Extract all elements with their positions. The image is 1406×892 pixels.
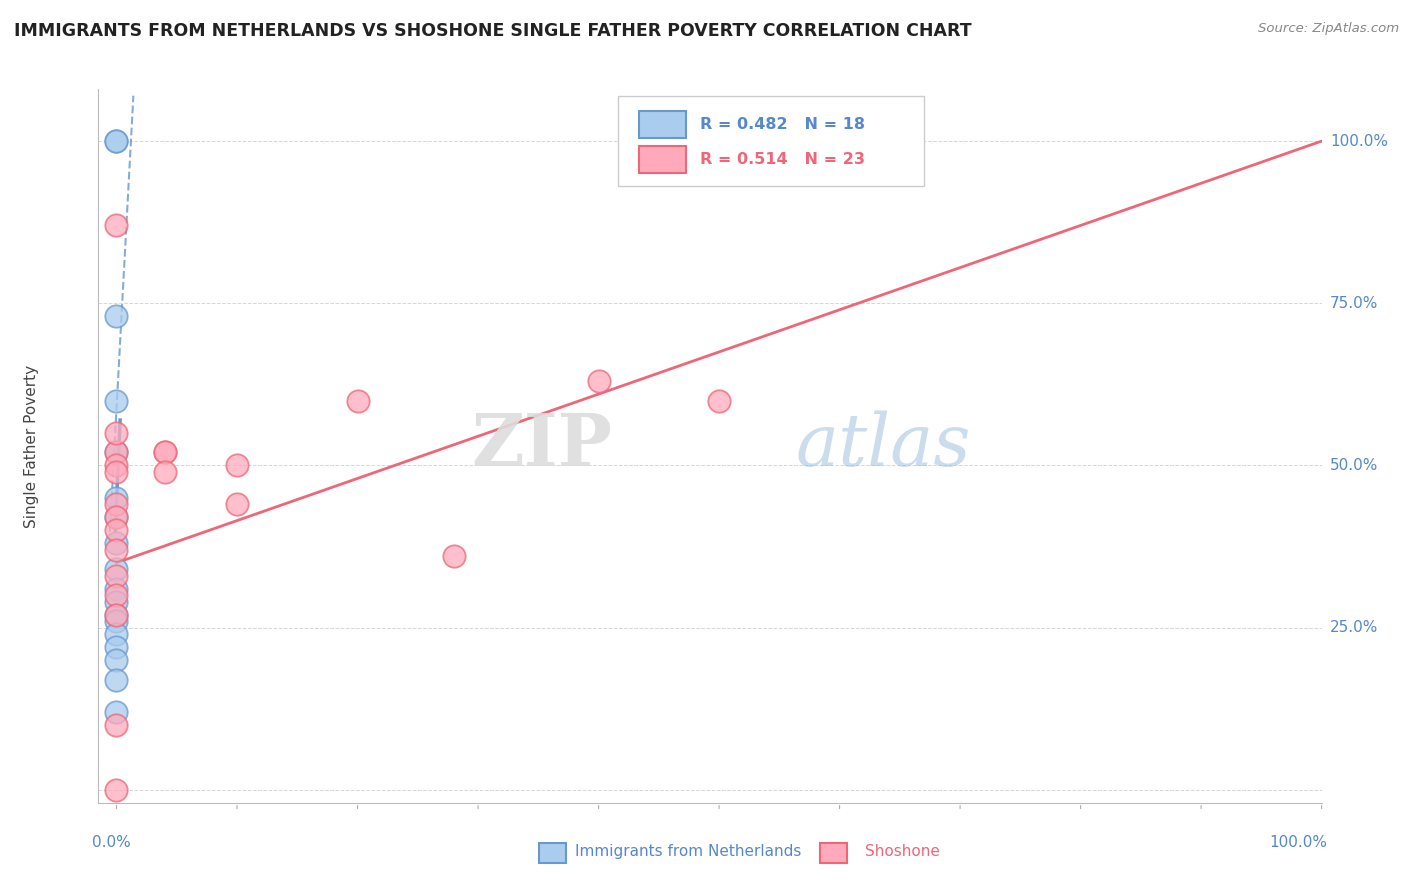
Point [105, 653, 128, 667]
Point [105, 582, 128, 596]
Point [105, 607, 128, 622]
Point [153, 445, 176, 459]
Point [105, 497, 128, 511]
Point [588, 374, 610, 388]
Text: Immigrants from Netherlands: Immigrants from Netherlands [575, 844, 801, 859]
Point [105, 588, 128, 602]
Point [105, 536, 128, 550]
Point [105, 458, 128, 473]
FancyBboxPatch shape [538, 844, 565, 863]
Point [105, 607, 128, 622]
Point [105, 445, 128, 459]
FancyBboxPatch shape [820, 844, 846, 863]
Point [105, 393, 128, 408]
Text: R = 0.514   N = 23: R = 0.514 N = 23 [700, 153, 865, 168]
Point [105, 445, 128, 459]
FancyBboxPatch shape [619, 96, 924, 186]
Text: atlas: atlas [796, 410, 972, 482]
Point [226, 497, 249, 511]
Point [707, 393, 730, 408]
FancyBboxPatch shape [640, 111, 686, 137]
Point [226, 458, 249, 473]
Point [105, 568, 128, 582]
Point [105, 705, 128, 719]
Point [105, 562, 128, 576]
Text: ZIP: ZIP [471, 410, 612, 482]
Point [105, 627, 128, 641]
Point [105, 510, 128, 524]
Point [105, 310, 128, 324]
Point [105, 425, 128, 440]
FancyBboxPatch shape [640, 146, 686, 173]
Text: Source: ZipAtlas.com: Source: ZipAtlas.com [1258, 22, 1399, 36]
Point [105, 465, 128, 479]
Text: 0.0%: 0.0% [93, 835, 131, 850]
Point [105, 510, 128, 524]
Point [105, 219, 128, 233]
Text: R = 0.482   N = 18: R = 0.482 N = 18 [700, 117, 865, 132]
Point [105, 524, 128, 538]
Point [105, 134, 128, 148]
Point [105, 595, 128, 609]
Text: 100.0%: 100.0% [1270, 835, 1327, 850]
Point [105, 614, 128, 628]
Point [105, 491, 128, 505]
Point [105, 718, 128, 732]
Text: Shoshone: Shoshone [865, 844, 941, 859]
Point [105, 782, 128, 797]
Text: 50.0%: 50.0% [1330, 458, 1378, 473]
Point [105, 542, 128, 557]
Text: IMMIGRANTS FROM NETHERLANDS VS SHOSHONE SINGLE FATHER POVERTY CORRELATION CHART: IMMIGRANTS FROM NETHERLANDS VS SHOSHONE … [14, 22, 972, 40]
Text: 100.0%: 100.0% [1330, 134, 1388, 149]
Point [346, 393, 368, 408]
Point [105, 640, 128, 654]
Point [443, 549, 465, 564]
Point [105, 673, 128, 687]
Text: 25.0%: 25.0% [1330, 620, 1378, 635]
Point [153, 465, 176, 479]
Point [105, 134, 128, 148]
Text: 75.0%: 75.0% [1330, 296, 1378, 310]
Text: Single Father Poverty: Single Father Poverty [24, 365, 38, 527]
Point [153, 445, 176, 459]
